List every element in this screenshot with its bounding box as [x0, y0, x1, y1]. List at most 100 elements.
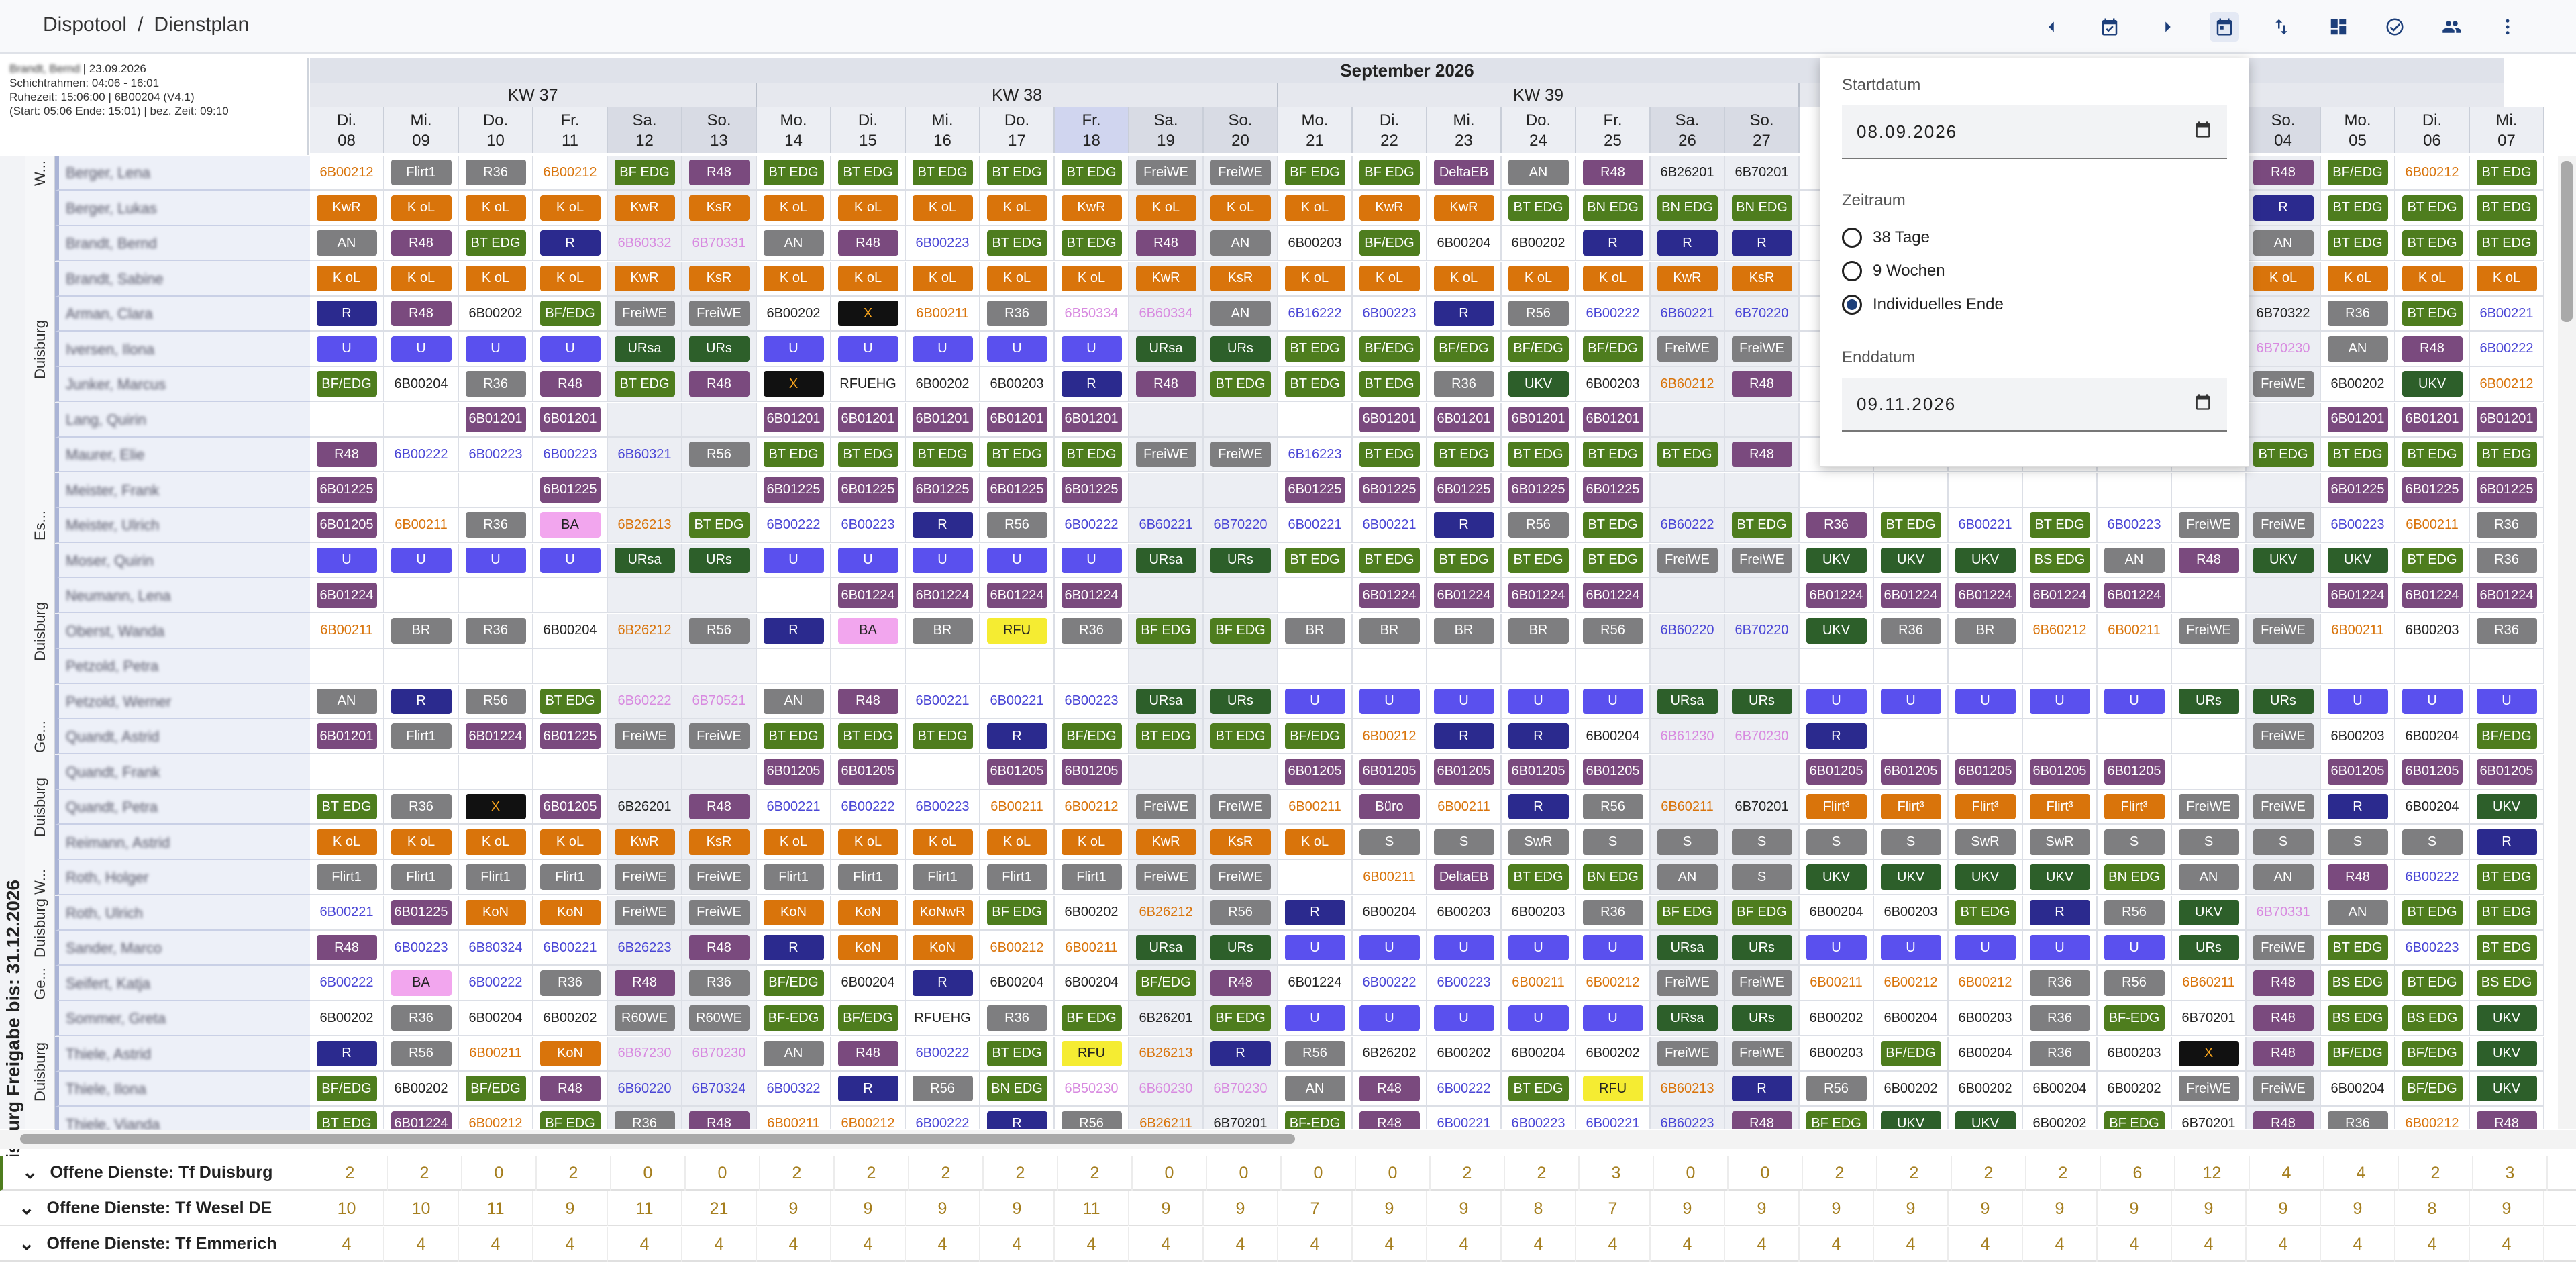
- schedule-cell[interactable]: R48: [384, 297, 459, 332]
- schedule-cell[interactable]: BT EDG: [757, 156, 831, 191]
- calendar-picker-icon[interactable]: [2194, 120, 2212, 144]
- shift-chip[interactable]: FreiWE: [614, 301, 675, 326]
- schedule-cell[interactable]: BT EDG: [1651, 438, 1725, 472]
- schedule-cell[interactable]: 6B00221: [757, 790, 831, 825]
- schedule-cell[interactable]: R36: [682, 966, 757, 1001]
- schedule-cell[interactable]: 6B00204: [2321, 1072, 2395, 1107]
- schedule-cell[interactable]: Flirt1: [384, 156, 459, 191]
- shift-chip[interactable]: 6B01225: [316, 476, 377, 503]
- shift-chip[interactable]: 6B00221: [1586, 1116, 1640, 1129]
- shift-chip[interactable]: AN: [316, 230, 377, 256]
- schedule-cell[interactable]: R: [533, 226, 608, 261]
- schedule-cell[interactable]: 6B01205: [1800, 754, 1874, 790]
- shift-chip[interactable]: R36: [2476, 512, 2537, 538]
- schedule-cell[interactable]: 6B01225: [906, 472, 980, 508]
- schedule-cell[interactable]: 6B26201: [1651, 156, 1725, 191]
- schedule-cell[interactable]: AN: [2321, 332, 2395, 367]
- shift-chip[interactable]: BT EDG: [1582, 547, 1643, 573]
- shift-chip[interactable]: 6B00203: [2330, 728, 2385, 744]
- schedule-cell[interactable]: R: [1725, 226, 1800, 261]
- shift-chip[interactable]: URs: [2178, 935, 2239, 960]
- shift-chip[interactable]: 6B01205: [2402, 758, 2463, 785]
- schedule-cell[interactable]: 6B00203: [1800, 1036, 1874, 1072]
- shift-chip[interactable]: 6B01225: [2476, 476, 2537, 503]
- schedule-cell[interactable]: R: [310, 297, 384, 332]
- schedule-cell[interactable]: AN: [2247, 860, 2321, 895]
- schedule-cell[interactable]: 6B00221: [310, 895, 384, 931]
- shift-chip[interactable]: 6B00212: [319, 164, 374, 180]
- schedule-cell[interactable]: R48: [1129, 226, 1204, 261]
- shift-chip[interactable]: URsa: [1657, 935, 1718, 960]
- shift-chip[interactable]: K oL: [763, 829, 824, 855]
- shift-chip[interactable]: KoN: [912, 935, 973, 960]
- shift-chip[interactable]: U: [1061, 336, 1122, 362]
- schedule-cell[interactable]: 6B01225: [533, 719, 608, 754]
- schedule-cell[interactable]: 6B01225: [2395, 472, 2470, 508]
- schedule-cell[interactable]: [1874, 719, 1949, 754]
- schedule-cell[interactable]: [608, 649, 682, 684]
- schedule-cell[interactable]: R: [2321, 790, 2395, 825]
- shift-chip[interactable]: 6B60212: [1660, 376, 1714, 391]
- shift-chip[interactable]: KsR: [1731, 265, 1792, 291]
- shift-chip[interactable]: BN EDG: [1657, 195, 1718, 221]
- shift-chip[interactable]: U: [1359, 935, 1420, 960]
- schedule-cell[interactable]: [1204, 402, 1278, 438]
- schedule-cell[interactable]: 6B00223: [2098, 508, 2172, 543]
- schedule-cell[interactable]: 6B60213: [1651, 1072, 1725, 1107]
- shift-chip[interactable]: BT EDG: [763, 723, 824, 749]
- staff-name[interactable]: Petzold, Petra: [55, 649, 310, 684]
- shift-chip[interactable]: 6B01224: [2402, 583, 2463, 608]
- schedule-cell[interactable]: BN EDG: [1651, 191, 1725, 226]
- shift-chip[interactable]: 6B00222: [319, 975, 374, 990]
- staff-name[interactable]: Neumann, Lena: [55, 578, 310, 613]
- shift-chip[interactable]: 6B00221: [1437, 1116, 1491, 1129]
- schedule-cell[interactable]: 6B00202: [906, 367, 980, 402]
- schedule-cell[interactable]: R36: [2023, 1001, 2098, 1036]
- shift-chip[interactable]: URsa: [1135, 336, 1196, 362]
- schedule-cell[interactable]: R36: [459, 367, 533, 402]
- schedule-cell[interactable]: R36: [2321, 297, 2395, 332]
- schedule-cell[interactable]: S: [2321, 825, 2395, 860]
- schedule-cell[interactable]: U: [757, 332, 831, 367]
- shift-chip[interactable]: 6B70201: [1735, 799, 1789, 814]
- schedule-cell[interactable]: 6B01205: [1502, 754, 1576, 790]
- shift-chip[interactable]: 6B01205: [1582, 758, 1643, 785]
- schedule-cell[interactable]: 6B00202: [1427, 1036, 1502, 1072]
- schedule-cell[interactable]: URsa: [608, 543, 682, 578]
- shift-chip[interactable]: 6B70230: [692, 1046, 746, 1060]
- shift-chip[interactable]: BR: [1955, 617, 2016, 644]
- schedule-cell[interactable]: 6B00212: [831, 1107, 906, 1129]
- shift-chip[interactable]: BT EDG: [2476, 935, 2537, 960]
- schedule-cell[interactable]: SwR: [1949, 825, 2023, 860]
- shift-chip[interactable]: BT EDG: [763, 442, 824, 467]
- shift-chip[interactable]: FreiWE: [1210, 160, 1271, 185]
- shift-chip[interactable]: 6B00212: [1362, 728, 1416, 744]
- schedule-cell[interactable]: 6B00223: [459, 438, 533, 472]
- shift-chip[interactable]: 6B01205: [539, 794, 601, 819]
- schedule-cell[interactable]: 6B00204: [2395, 719, 2470, 754]
- shift-chip[interactable]: AN: [2253, 864, 2314, 890]
- shift-chip[interactable]: BT EDG: [1880, 512, 1941, 538]
- schedule-cell[interactable]: R36: [384, 1001, 459, 1036]
- schedule-cell[interactable]: FreiWE: [608, 860, 682, 895]
- shift-chip[interactable]: UKV: [2402, 371, 2463, 397]
- shift-chip[interactable]: R56: [1061, 1111, 1122, 1129]
- schedule-cell[interactable]: 6B00223: [1055, 684, 1129, 719]
- schedule-cell[interactable]: Flirt1: [757, 860, 831, 895]
- schedule-cell[interactable]: BT EDG: [2023, 508, 2098, 543]
- schedule-cell[interactable]: 6B00203: [1949, 1001, 2023, 1036]
- schedule-cell[interactable]: KsR: [682, 261, 757, 297]
- shift-chip[interactable]: BS EDG: [2327, 1005, 2388, 1031]
- schedule-cell[interactable]: [1651, 472, 1725, 508]
- shift-chip[interactable]: 6B00211: [1288, 799, 1341, 814]
- shift-chip[interactable]: K oL: [912, 195, 973, 221]
- schedule-cell[interactable]: KsR: [682, 825, 757, 860]
- day-header[interactable]: So. 20: [1204, 107, 1278, 153]
- schedule-cell[interactable]: 6B01201: [533, 402, 608, 438]
- schedule-cell[interactable]: 6B00223: [1427, 966, 1502, 1001]
- shift-chip[interactable]: 6B26201: [1139, 1010, 1193, 1025]
- chevron-right-icon[interactable]: [2153, 12, 2183, 42]
- schedule-cell[interactable]: R56: [2098, 966, 2172, 1001]
- shift-chip[interactable]: KwR: [614, 265, 675, 291]
- schedule-cell[interactable]: FreiWE: [1651, 332, 1725, 367]
